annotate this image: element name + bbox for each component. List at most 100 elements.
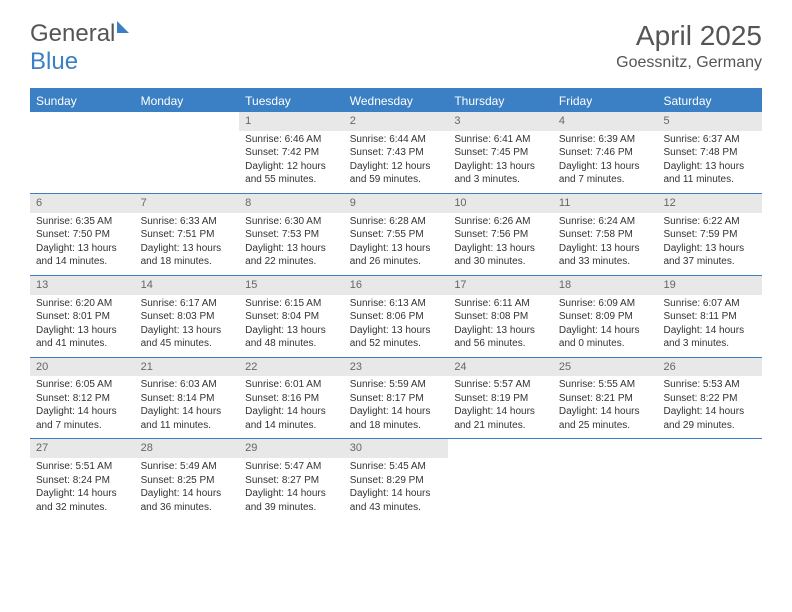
location-label: Goessnitz, Germany xyxy=(616,54,762,72)
daylight-text: Daylight: 13 hours and 26 minutes. xyxy=(350,242,443,269)
sunrise-text: Sunrise: 6:05 AM xyxy=(36,378,129,392)
sunrise-text: Sunrise: 6:01 AM xyxy=(245,378,338,392)
sunset-text: Sunset: 8:21 PM xyxy=(559,392,652,406)
sunset-text: Sunset: 7:43 PM xyxy=(350,146,443,160)
sunset-text: Sunset: 8:12 PM xyxy=(36,392,129,406)
sunrise-text: Sunrise: 6:41 AM xyxy=(454,133,547,147)
sunset-text: Sunset: 8:03 PM xyxy=(141,310,234,324)
day-cell: 20Sunrise: 6:05 AMSunset: 8:12 PMDayligh… xyxy=(30,358,135,439)
daylight-text: Daylight: 13 hours and 7 minutes. xyxy=(559,160,652,187)
day-body: Sunrise: 5:47 AMSunset: 8:27 PMDaylight:… xyxy=(239,458,344,520)
day-body: Sunrise: 6:28 AMSunset: 7:55 PMDaylight:… xyxy=(344,213,449,275)
daylight-text: Daylight: 13 hours and 18 minutes. xyxy=(141,242,234,269)
daylight-text: Daylight: 14 hours and 0 minutes. xyxy=(559,324,652,351)
sunrise-text: Sunrise: 5:59 AM xyxy=(350,378,443,392)
sail-icon xyxy=(115,16,133,43)
day-cell xyxy=(30,112,135,193)
day-number: 13 xyxy=(30,276,135,295)
day-cell: 15Sunrise: 6:15 AMSunset: 8:04 PMDayligh… xyxy=(239,276,344,357)
day-body: Sunrise: 6:13 AMSunset: 8:06 PMDaylight:… xyxy=(344,295,449,357)
week-row: 20Sunrise: 6:05 AMSunset: 8:12 PMDayligh… xyxy=(30,357,762,439)
sunrise-text: Sunrise: 6:46 AM xyxy=(245,133,338,147)
day-cell: 21Sunrise: 6:03 AMSunset: 8:14 PMDayligh… xyxy=(135,358,240,439)
sunrise-text: Sunrise: 6:33 AM xyxy=(141,215,234,229)
day-cell: 23Sunrise: 5:59 AMSunset: 8:17 PMDayligh… xyxy=(344,358,449,439)
daylight-text: Daylight: 12 hours and 59 minutes. xyxy=(350,160,443,187)
day-body: Sunrise: 5:57 AMSunset: 8:19 PMDaylight:… xyxy=(448,376,553,438)
sunrise-text: Sunrise: 5:55 AM xyxy=(559,378,652,392)
day-cell: 27Sunrise: 5:51 AMSunset: 8:24 PMDayligh… xyxy=(30,439,135,520)
sunrise-text: Sunrise: 5:49 AM xyxy=(141,460,234,474)
day-body: Sunrise: 6:44 AMSunset: 7:43 PMDaylight:… xyxy=(344,131,449,193)
week-row: 1Sunrise: 6:46 AMSunset: 7:42 PMDaylight… xyxy=(30,112,762,193)
daylight-text: Daylight: 13 hours and 11 minutes. xyxy=(663,160,756,187)
daylight-text: Daylight: 13 hours and 14 minutes. xyxy=(36,242,129,269)
sunset-text: Sunset: 7:45 PM xyxy=(454,146,547,160)
day-body: Sunrise: 6:07 AMSunset: 8:11 PMDaylight:… xyxy=(657,295,762,357)
day-body: Sunrise: 6:03 AMSunset: 8:14 PMDaylight:… xyxy=(135,376,240,438)
sunset-text: Sunset: 8:22 PM xyxy=(663,392,756,406)
sunset-text: Sunset: 7:42 PM xyxy=(245,146,338,160)
sunrise-text: Sunrise: 6:22 AM xyxy=(663,215,756,229)
day-cell: 25Sunrise: 5:55 AMSunset: 8:21 PMDayligh… xyxy=(553,358,658,439)
day-number: 15 xyxy=(239,276,344,295)
weekday-header: Tuesday xyxy=(239,90,344,112)
sunrise-text: Sunrise: 6:20 AM xyxy=(36,297,129,311)
day-cell: 13Sunrise: 6:20 AMSunset: 8:01 PMDayligh… xyxy=(30,276,135,357)
sunset-text: Sunset: 7:58 PM xyxy=(559,228,652,242)
sunrise-text: Sunrise: 6:24 AM xyxy=(559,215,652,229)
sunset-text: Sunset: 8:11 PM xyxy=(663,310,756,324)
sunset-text: Sunset: 7:56 PM xyxy=(454,228,547,242)
daylight-text: Daylight: 13 hours and 3 minutes. xyxy=(454,160,547,187)
day-number: 2 xyxy=(344,112,449,131)
daylight-text: Daylight: 13 hours and 41 minutes. xyxy=(36,324,129,351)
day-body: Sunrise: 6:20 AMSunset: 8:01 PMDaylight:… xyxy=(30,295,135,357)
brand-name-gray: General xyxy=(30,20,115,47)
day-number: 17 xyxy=(448,276,553,295)
day-cell: 9Sunrise: 6:28 AMSunset: 7:55 PMDaylight… xyxy=(344,194,449,275)
daylight-text: Daylight: 14 hours and 36 minutes. xyxy=(141,487,234,514)
daylight-text: Daylight: 14 hours and 3 minutes. xyxy=(663,324,756,351)
sunrise-text: Sunrise: 6:15 AM xyxy=(245,297,338,311)
day-cell: 1Sunrise: 6:46 AMSunset: 7:42 PMDaylight… xyxy=(239,112,344,193)
sunrise-text: Sunrise: 6:07 AM xyxy=(663,297,756,311)
sunrise-text: Sunrise: 6:09 AM xyxy=(559,297,652,311)
week-row: 6Sunrise: 6:35 AMSunset: 7:50 PMDaylight… xyxy=(30,193,762,275)
day-body: Sunrise: 6:46 AMSunset: 7:42 PMDaylight:… xyxy=(239,131,344,193)
day-number: 23 xyxy=(344,358,449,377)
day-number: 4 xyxy=(553,112,658,131)
day-body: Sunrise: 5:49 AMSunset: 8:25 PMDaylight:… xyxy=(135,458,240,520)
weekday-header: Thursday xyxy=(448,90,553,112)
day-body: Sunrise: 6:24 AMSunset: 7:58 PMDaylight:… xyxy=(553,213,658,275)
day-number: 9 xyxy=(344,194,449,213)
day-body: Sunrise: 6:35 AMSunset: 7:50 PMDaylight:… xyxy=(30,213,135,275)
sunset-text: Sunset: 7:53 PM xyxy=(245,228,338,242)
sunrise-text: Sunrise: 5:57 AM xyxy=(454,378,547,392)
day-cell: 24Sunrise: 5:57 AMSunset: 8:19 PMDayligh… xyxy=(448,358,553,439)
daylight-text: Daylight: 14 hours and 18 minutes. xyxy=(350,405,443,432)
day-cell xyxy=(553,439,658,520)
day-cell: 22Sunrise: 6:01 AMSunset: 8:16 PMDayligh… xyxy=(239,358,344,439)
sunset-text: Sunset: 7:50 PM xyxy=(36,228,129,242)
day-cell: 11Sunrise: 6:24 AMSunset: 7:58 PMDayligh… xyxy=(553,194,658,275)
day-body: Sunrise: 6:39 AMSunset: 7:46 PMDaylight:… xyxy=(553,131,658,193)
sunrise-text: Sunrise: 6:44 AM xyxy=(350,133,443,147)
brand-name: GeneralBlue xyxy=(30,20,133,76)
day-body: Sunrise: 6:09 AMSunset: 8:09 PMDaylight:… xyxy=(553,295,658,357)
day-number: 8 xyxy=(239,194,344,213)
day-cell: 5Sunrise: 6:37 AMSunset: 7:48 PMDaylight… xyxy=(657,112,762,193)
day-number: 25 xyxy=(553,358,658,377)
day-body: Sunrise: 6:05 AMSunset: 8:12 PMDaylight:… xyxy=(30,376,135,438)
daylight-text: Daylight: 14 hours and 32 minutes. xyxy=(36,487,129,514)
sunrise-text: Sunrise: 6:28 AM xyxy=(350,215,443,229)
sunrise-text: Sunrise: 6:13 AM xyxy=(350,297,443,311)
day-cell: 8Sunrise: 6:30 AMSunset: 7:53 PMDaylight… xyxy=(239,194,344,275)
sunrise-text: Sunrise: 5:53 AM xyxy=(663,378,756,392)
sunrise-text: Sunrise: 6:39 AM xyxy=(559,133,652,147)
day-body: Sunrise: 6:37 AMSunset: 7:48 PMDaylight:… xyxy=(657,131,762,193)
daylight-text: Daylight: 13 hours and 33 minutes. xyxy=(559,242,652,269)
daylight-text: Daylight: 13 hours and 30 minutes. xyxy=(454,242,547,269)
day-cell xyxy=(657,439,762,520)
day-body: Sunrise: 5:45 AMSunset: 8:29 PMDaylight:… xyxy=(344,458,449,520)
weeks-container: 1Sunrise: 6:46 AMSunset: 7:42 PMDaylight… xyxy=(30,112,762,520)
